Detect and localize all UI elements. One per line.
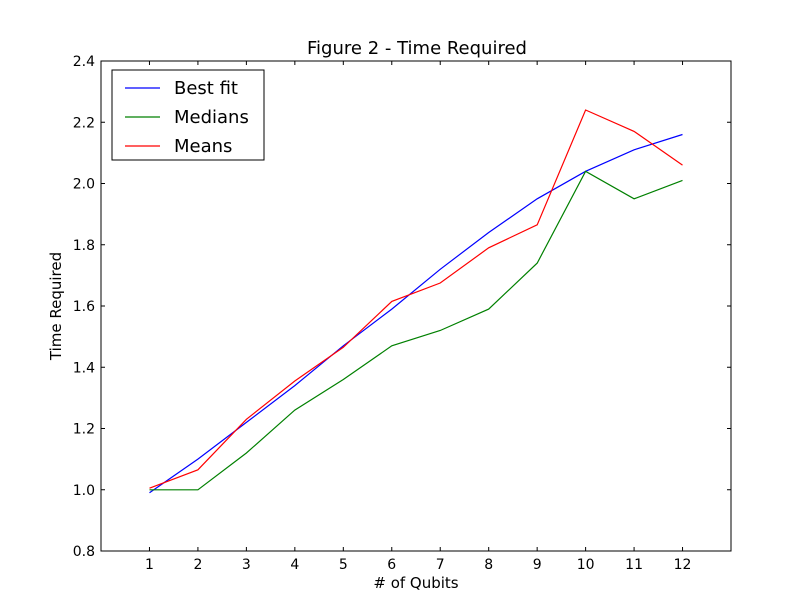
x-tick-label: 4: [290, 557, 299, 573]
x-tick-label: 3: [242, 557, 251, 573]
plot-area: 1 2 3 4 5 6 7 8 9 10 11 120.81.01.21.41.61.82.02.22…: [73, 54, 732, 573]
x-tick-label: 6: [387, 557, 396, 573]
x-tick-label: 11: [625, 557, 643, 573]
y-tick-label: 0.8: [73, 544, 95, 560]
x-tick-label: 7: [436, 557, 445, 573]
legend-box: [111, 69, 265, 161]
series-line-means: [149, 109, 683, 489]
legend-label-means: Means: [174, 136, 232, 157]
y-tick-label: 2.0: [73, 177, 95, 193]
y-tick-label: 1.2: [73, 422, 95, 438]
y-axis-label: Time Required: [47, 252, 65, 361]
y-tick-label: 2.4: [73, 54, 95, 70]
series-line-medians: [149, 170, 683, 491]
legend-label-best-fit: Best fit: [174, 78, 238, 99]
x-tick-label: 2: [193, 557, 202, 573]
x-tick-label: 10: [577, 557, 595, 573]
legend: Best fit Medians Means: [111, 69, 265, 161]
y-tick-label: 1.4: [73, 360, 95, 376]
y-tick-label: 1.8: [73, 238, 95, 254]
x-tick-label: 5: [339, 557, 348, 573]
x-tick-label: 8: [484, 557, 493, 573]
y-tick-label: 1.0: [73, 483, 95, 499]
y-tick-label: 1.6: [73, 299, 95, 315]
x-tick-label: 12: [674, 557, 692, 573]
x-tick-label: 9: [533, 557, 542, 573]
legend-label-medians: Medians: [174, 107, 249, 128]
chart-title: Figure 2 - Time Required: [307, 38, 527, 59]
x-tick-label: 1: [145, 557, 154, 573]
x-axis-label: # of Qubits: [373, 574, 458, 592]
y-tick-label: 2.2: [73, 115, 95, 131]
